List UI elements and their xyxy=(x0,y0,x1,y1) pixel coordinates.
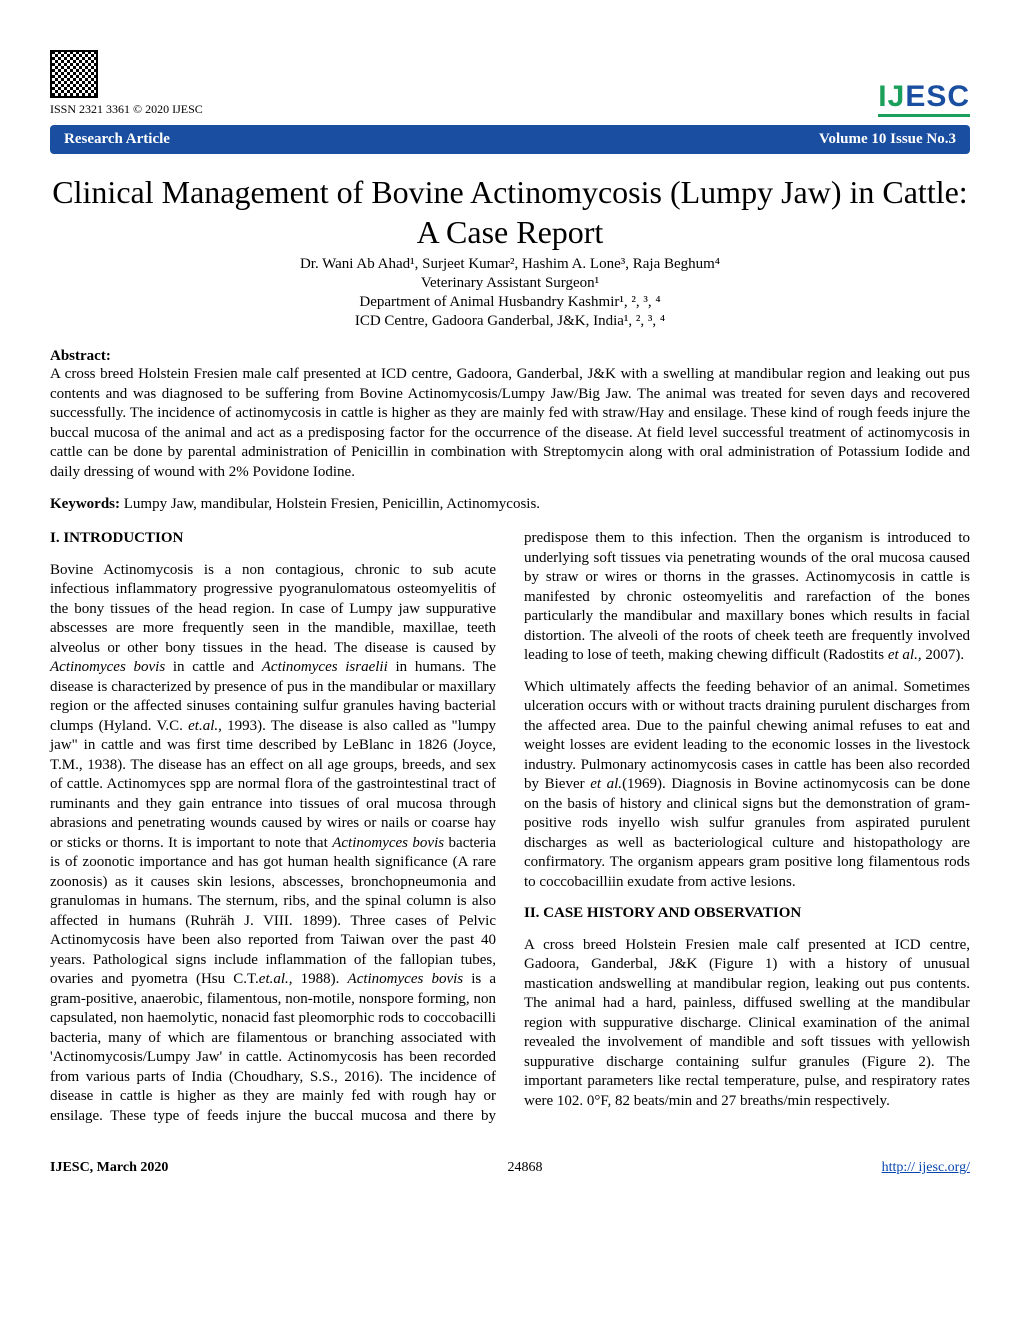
footer-page-number: 24868 xyxy=(507,1160,542,1176)
citation-etal: et al., xyxy=(888,647,922,663)
authors-line: Dr. Wani Ab Ahad¹, Surjeet Kumar², Hashi… xyxy=(50,256,970,273)
page-footer: IJESC, March 2020 24868 http:// ijesc.or… xyxy=(50,1154,970,1176)
text-run: 1988). xyxy=(293,971,348,987)
page-header: ISSN 2321 3361 © 2020 IJESC IJESC xyxy=(50,50,970,117)
abstract-heading: Abstract: xyxy=(50,348,970,365)
section-heading-case: II. CASE HISTORY AND OBSERVATION xyxy=(524,904,970,924)
affiliation-2: Department of Animal Husbandry Kashmir¹,… xyxy=(50,294,970,311)
text-run: Bovine Actinomycosis is a non contagious… xyxy=(50,562,496,656)
text-run: 1993). The disease is also called as "lu… xyxy=(50,718,496,851)
article-title: Clinical Management of Bovine Actinomyco… xyxy=(50,172,970,252)
species-name: Actinomyces bovis xyxy=(332,835,444,851)
issn-text: ISSN 2321 3361 © 2020 IJESC xyxy=(50,102,203,117)
footer-left: IJESC, March 2020 xyxy=(50,1160,168,1176)
qr-code-icon xyxy=(50,50,98,98)
logo-underline xyxy=(878,114,970,117)
citation-etal: et.al., xyxy=(188,718,222,734)
banner-right: Volume 10 Issue No.3 xyxy=(819,131,956,148)
section-heading-intro: I. INTRODUCTION xyxy=(50,529,496,549)
body-columns: I. INTRODUCTION Bovine Actinomycosis is … xyxy=(50,529,970,1126)
text-run: in cattle and xyxy=(165,659,262,675)
affiliation-1: Veterinary Assistant Surgeon¹ xyxy=(50,275,970,292)
logo-part-ij: IJ xyxy=(878,80,905,113)
text-run: (1969). Diagnosis in Bovine actinomycosi… xyxy=(524,776,970,890)
keywords-text: Lumpy Jaw, mandibular, Holstein Fresien,… xyxy=(120,496,540,512)
abstract-body: A cross breed Holstein Fresien male calf… xyxy=(50,365,970,482)
keywords-label: Keywords: xyxy=(50,496,120,512)
text-run: 2007). xyxy=(922,647,965,663)
intro-paragraph-2: Which ultimately affects the feeding beh… xyxy=(524,678,970,893)
logo-part-esc: ESC xyxy=(905,80,970,113)
footer-link[interactable]: http:// ijesc.org/ xyxy=(882,1160,970,1176)
case-paragraph-1: A cross breed Holstein Fresien male calf… xyxy=(524,936,970,1112)
species-name: Actinomyces bovis xyxy=(50,659,165,675)
issn-block: ISSN 2321 3361 © 2020 IJESC xyxy=(50,50,203,117)
journal-logo: IJESC xyxy=(878,80,970,117)
text-run: Which ultimately affects the feeding beh… xyxy=(524,679,970,793)
banner-left: Research Article xyxy=(64,131,170,148)
citation-etal: et al. xyxy=(590,776,622,792)
species-name: Actinomyces israelii xyxy=(262,659,388,675)
text-run: bacteria is of zoonotic importance and h… xyxy=(50,835,496,988)
keywords-line: Keywords: Lumpy Jaw, mandibular, Holstei… xyxy=(50,496,970,513)
article-banner: Research Article Volume 10 Issue No.3 xyxy=(50,125,970,154)
species-name: Actinomyces bovis xyxy=(348,971,464,987)
affiliation-3: ICD Centre, Gadoora Ganderbal, J&K, Indi… xyxy=(50,313,970,330)
citation-etal: et.al., xyxy=(259,971,293,987)
